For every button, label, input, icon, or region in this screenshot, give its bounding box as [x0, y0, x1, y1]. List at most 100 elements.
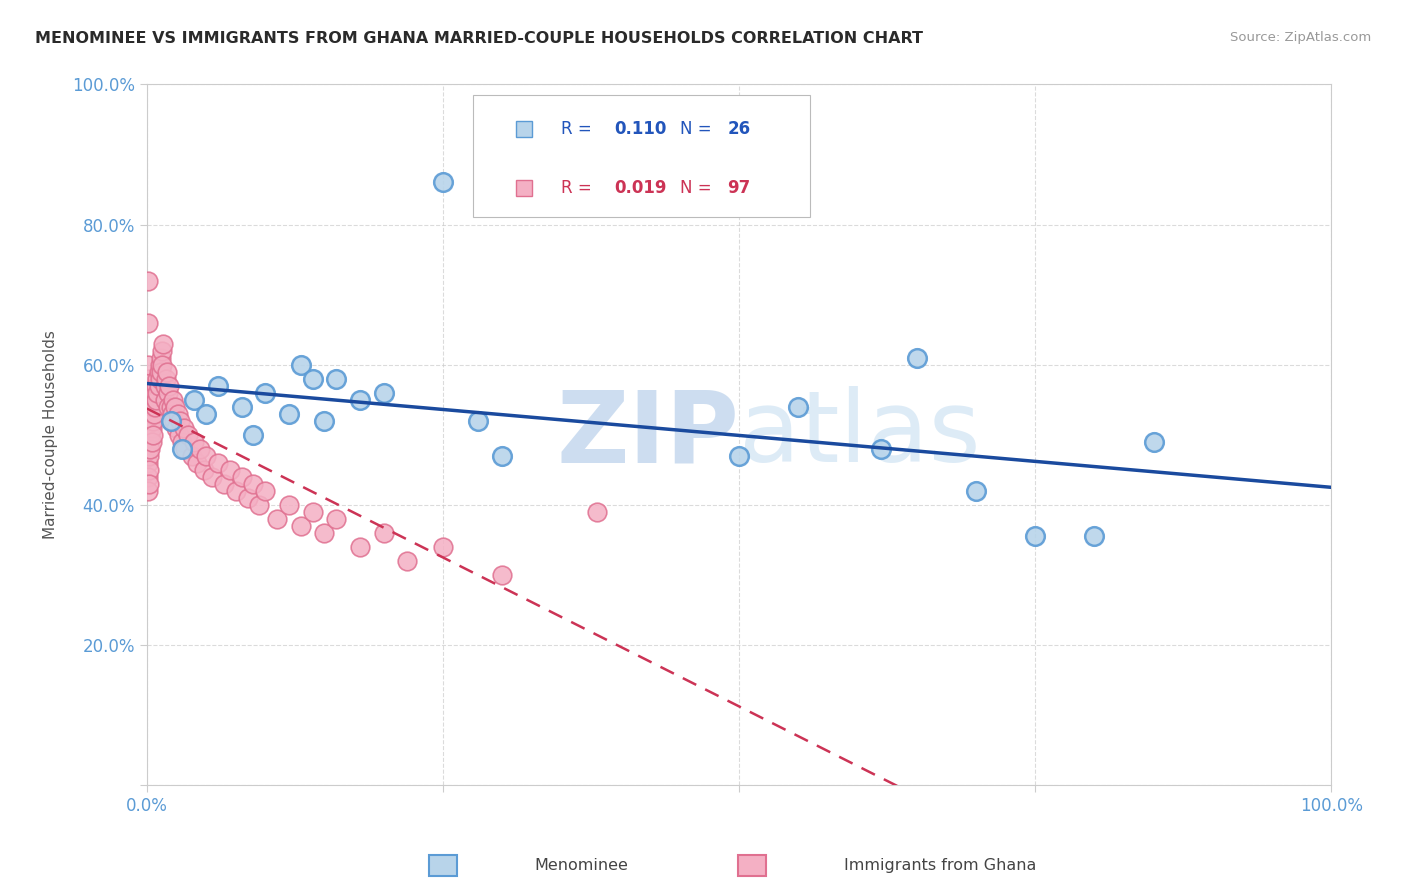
- Text: N =: N =: [681, 120, 711, 137]
- Text: ZIP: ZIP: [557, 386, 740, 483]
- Point: [491, 449, 513, 463]
- Text: 97: 97: [727, 179, 751, 197]
- Point: [142, 407, 165, 421]
- Point: [586, 505, 609, 519]
- Point: [728, 449, 751, 463]
- Point: [373, 525, 395, 540]
- Point: [139, 400, 162, 414]
- Text: Source: ZipAtlas.com: Source: ZipAtlas.com: [1230, 31, 1371, 45]
- Point: [138, 407, 160, 421]
- Point: [188, 442, 211, 456]
- Point: [142, 427, 165, 442]
- Point: [157, 400, 180, 414]
- Point: [167, 427, 190, 442]
- Point: [139, 385, 162, 400]
- Point: [236, 491, 259, 505]
- Point: [1024, 529, 1046, 543]
- Point: [136, 469, 159, 483]
- Point: [159, 414, 181, 428]
- Point: [193, 462, 215, 476]
- Point: [136, 358, 159, 372]
- Point: [139, 442, 162, 456]
- Point: [225, 483, 247, 498]
- Point: [212, 476, 235, 491]
- Text: 0.019: 0.019: [614, 179, 668, 197]
- Point: [180, 449, 202, 463]
- Point: [290, 518, 312, 533]
- Point: [905, 351, 928, 365]
- Point: [136, 414, 159, 428]
- Point: [177, 427, 200, 442]
- Point: [172, 442, 194, 456]
- Point: [136, 442, 159, 456]
- Point: [150, 358, 173, 372]
- Point: [183, 392, 205, 407]
- Text: Immigrants from Ghana: Immigrants from Ghana: [844, 858, 1036, 872]
- Point: [169, 414, 191, 428]
- Point: [165, 420, 187, 434]
- Point: [254, 483, 277, 498]
- Text: N =: N =: [681, 179, 711, 197]
- Text: Menominee: Menominee: [534, 858, 628, 872]
- Point: [141, 420, 163, 434]
- Point: [138, 434, 160, 449]
- Point: [148, 378, 170, 392]
- Point: [173, 420, 195, 434]
- Point: [242, 476, 264, 491]
- Point: [254, 385, 277, 400]
- Point: [396, 554, 419, 568]
- Point: [278, 407, 301, 421]
- Point: [301, 505, 323, 519]
- Point: [139, 414, 162, 428]
- Point: [870, 442, 893, 456]
- Point: [145, 378, 167, 392]
- Point: [152, 336, 174, 351]
- Point: [207, 456, 229, 470]
- Point: [141, 434, 163, 449]
- Point: [195, 449, 218, 463]
- Point: [141, 407, 163, 421]
- Point: [162, 392, 184, 407]
- Point: [183, 434, 205, 449]
- Point: [146, 385, 169, 400]
- Point: [138, 476, 160, 491]
- Point: [787, 400, 810, 414]
- Point: [146, 371, 169, 385]
- Text: atlas: atlas: [740, 386, 981, 483]
- Point: [155, 371, 177, 385]
- Point: [373, 385, 395, 400]
- Point: [186, 456, 208, 470]
- Point: [160, 407, 183, 421]
- Point: [136, 456, 159, 470]
- Point: [432, 540, 454, 554]
- Text: MENOMINEE VS IMMIGRANTS FROM GHANA MARRIED-COUPLE HOUSEHOLDS CORRELATION CHART: MENOMINEE VS IMMIGRANTS FROM GHANA MARRI…: [35, 31, 924, 46]
- Point: [432, 176, 454, 190]
- Point: [136, 400, 159, 414]
- Point: [150, 365, 173, 379]
- Point: [314, 525, 336, 540]
- Point: [138, 462, 160, 476]
- Point: [150, 351, 173, 365]
- Point: [159, 400, 181, 414]
- Point: [153, 378, 176, 392]
- Point: [163, 414, 186, 428]
- Point: [156, 365, 179, 379]
- Point: [159, 414, 181, 428]
- Point: [165, 400, 187, 414]
- FancyBboxPatch shape: [472, 95, 810, 218]
- Point: [136, 316, 159, 330]
- Point: [1083, 529, 1105, 543]
- Point: [325, 511, 347, 525]
- Point: [142, 414, 165, 428]
- Point: [136, 427, 159, 442]
- Text: 26: 26: [727, 120, 751, 137]
- Point: [491, 567, 513, 582]
- Point: [141, 392, 163, 407]
- Y-axis label: Married-couple Households: Married-couple Households: [44, 330, 58, 539]
- Point: [218, 462, 240, 476]
- Point: [136, 273, 159, 287]
- Point: [148, 365, 170, 379]
- Point: [231, 400, 253, 414]
- Point: [136, 385, 159, 400]
- Point: [157, 385, 180, 400]
